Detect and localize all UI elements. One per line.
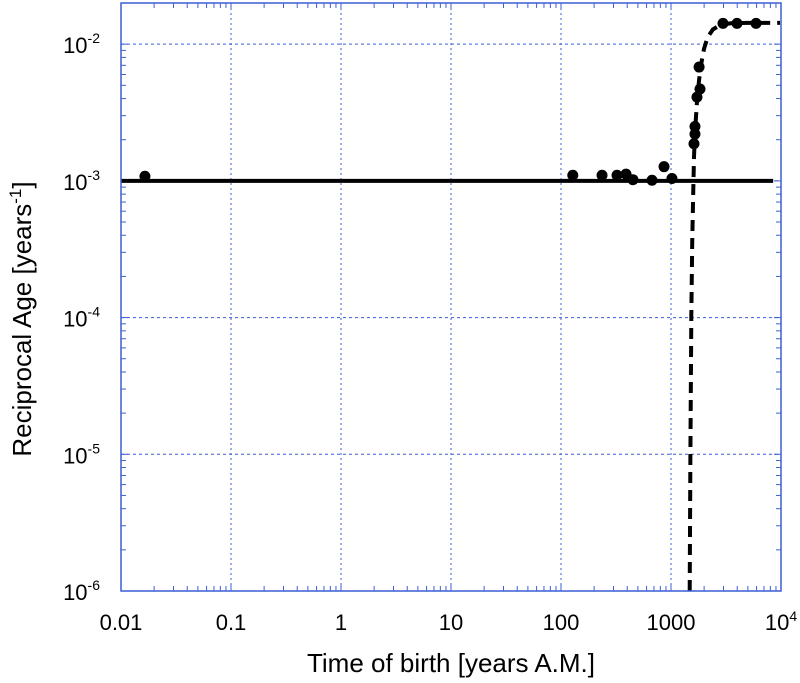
sigmoid-fit-line <box>687 20 780 592</box>
x-axis-title: Time of birth [years A.M.] <box>307 648 595 678</box>
axis-ticks <box>120 2 781 592</box>
data-point <box>731 17 743 29</box>
y-axis-title-sup: -1 <box>6 189 25 204</box>
plot-frame <box>120 2 782 592</box>
data-point <box>596 169 608 181</box>
y-tick-label: 10-2 <box>63 30 100 58</box>
data-point <box>750 17 762 29</box>
x-tick-label: 100 <box>543 610 580 635</box>
x-tick-label: 1000 <box>647 610 696 635</box>
data-point <box>611 169 623 181</box>
y-axis-title: Reciprocal Age [years-1] <box>6 181 37 456</box>
x-tick-label: 104 <box>765 608 797 635</box>
x-tick-label: 10 <box>439 610 463 635</box>
data-point <box>658 161 670 173</box>
y-tick-label: 10-6 <box>63 577 100 605</box>
x-tick-label: 0.01 <box>100 610 143 635</box>
x-tick-label: 0.1 <box>216 610 247 635</box>
x-tick-label: 1 <box>335 610 347 635</box>
tick-labels: 0.01 0.1 1 10 100 1000 104 10-2 10-3 10-4 10-5 10-6 <box>63 30 797 635</box>
y-tick-label: 10-4 <box>63 304 100 332</box>
y-tick-label: 10-3 <box>63 167 100 195</box>
y-axis-title-tail: ] <box>7 181 37 188</box>
grid-lines <box>121 3 781 591</box>
data-point <box>688 138 700 150</box>
y-axis-title-main: Reciprocal Age [years <box>7 204 37 457</box>
data-point <box>689 120 701 132</box>
plot-series <box>121 17 780 592</box>
data-point <box>567 169 579 181</box>
y-tick-label: 10-5 <box>63 440 100 468</box>
